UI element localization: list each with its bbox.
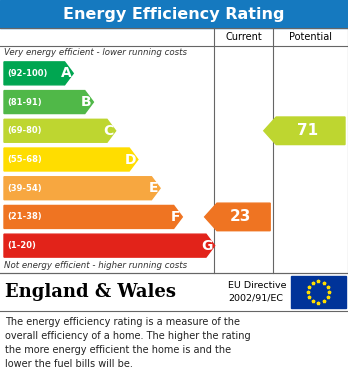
Text: Potential: Potential	[289, 32, 332, 42]
Polygon shape	[4, 177, 160, 200]
Text: C: C	[103, 124, 114, 138]
Text: F: F	[171, 210, 180, 224]
Polygon shape	[4, 148, 138, 171]
Text: (55-68): (55-68)	[7, 155, 42, 164]
Bar	[291, 276, 346, 308]
Text: EU Directive
2002/91/EC: EU Directive 2002/91/EC	[228, 281, 286, 303]
Text: Current: Current	[225, 32, 262, 42]
Text: Energy Efficiency Rating: Energy Efficiency Rating	[63, 7, 285, 22]
Text: (21-38): (21-38)	[7, 212, 42, 221]
Polygon shape	[205, 203, 270, 231]
Text: E: E	[149, 181, 158, 195]
Text: 23: 23	[230, 210, 251, 224]
Polygon shape	[4, 205, 182, 228]
Text: Very energy efficient - lower running costs: Very energy efficient - lower running co…	[4, 48, 187, 57]
Text: A: A	[61, 66, 71, 81]
Text: (69-80): (69-80)	[7, 126, 41, 135]
Text: 71: 71	[297, 123, 318, 138]
Text: England & Wales: England & Wales	[5, 283, 176, 301]
Bar	[0, 273, 348, 311]
Polygon shape	[4, 119, 116, 142]
Text: Not energy efficient - higher running costs: Not energy efficient - higher running co…	[4, 261, 187, 270]
Text: (1-20): (1-20)	[7, 241, 36, 250]
Text: (39-54): (39-54)	[7, 184, 42, 193]
Text: (92-100): (92-100)	[7, 69, 47, 78]
Polygon shape	[4, 62, 73, 85]
Text: The energy efficiency rating is a measure of the
overall efficiency of a home. T: The energy efficiency rating is a measur…	[5, 317, 251, 369]
Text: G: G	[201, 239, 213, 253]
Polygon shape	[4, 91, 93, 113]
Text: D: D	[124, 152, 136, 167]
Polygon shape	[264, 117, 345, 145]
Bar	[0, 0, 348, 28]
Text: (81-91): (81-91)	[7, 98, 42, 107]
Text: B: B	[81, 95, 92, 109]
Polygon shape	[4, 234, 215, 257]
